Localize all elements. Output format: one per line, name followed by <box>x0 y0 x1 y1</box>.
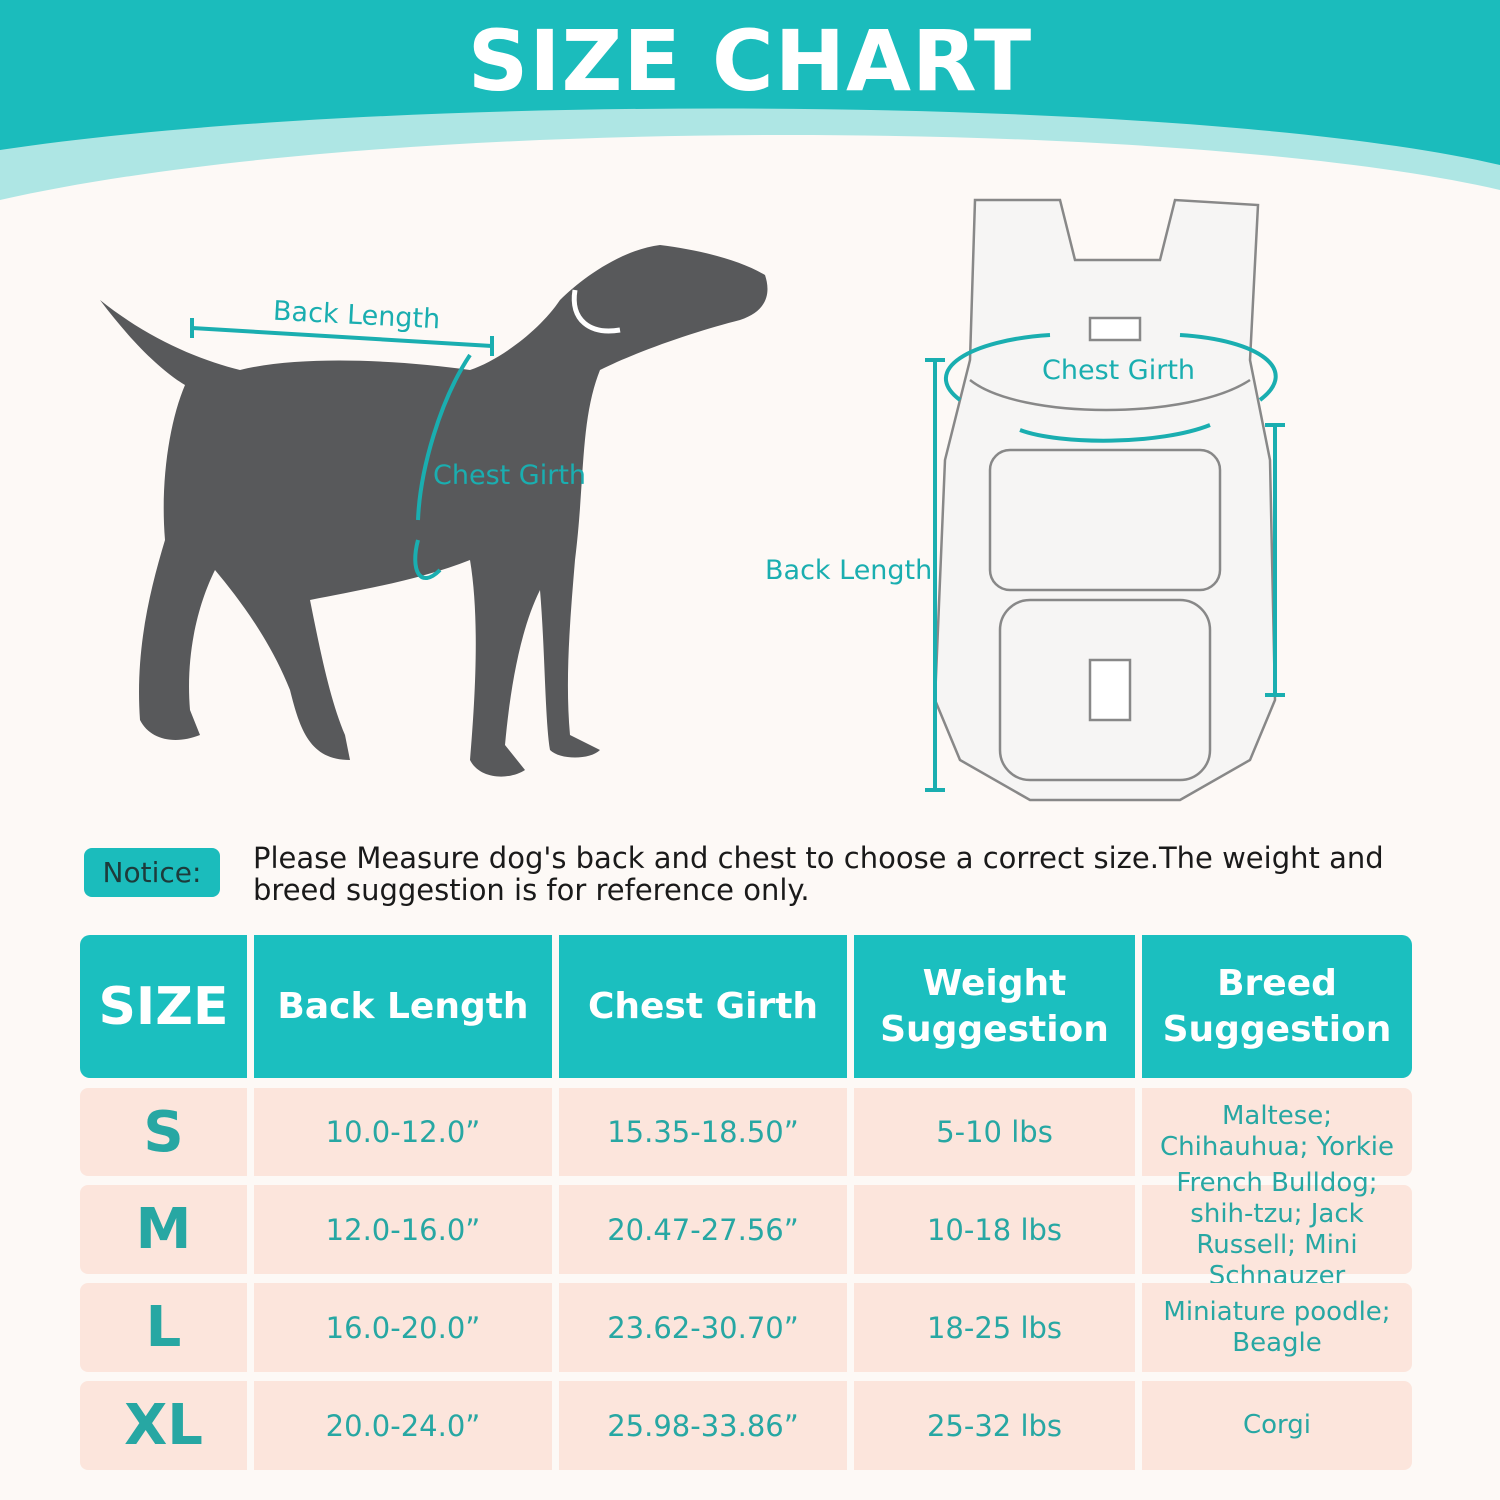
dog-measure-lines <box>190 318 494 580</box>
cell-breed: Maltese; Chihauhua; Yorkie <box>1142 1088 1412 1176</box>
header-back-length: Back Length <box>254 935 552 1078</box>
cell-breed: Corgi <box>1142 1381 1412 1470</box>
cell-back-length: 12.0-16.0” <box>254 1185 552 1274</box>
carrier-measure-lines <box>925 333 1285 792</box>
cell-weight: 25-32 lbs <box>854 1381 1135 1470</box>
carrier-chest-girth-label: Chest Girth <box>1042 355 1196 386</box>
notice-badge: Notice: <box>84 848 220 897</box>
cell-weight: 5-10 lbs <box>854 1088 1135 1176</box>
header-size: SIZE <box>80 935 247 1078</box>
cell-breed: French Bulldog; shih-tzu; Jack Russell; … <box>1142 1168 1412 1291</box>
page-title: SIZE CHART <box>467 12 1033 110</box>
cell-size: S <box>80 1088 247 1176</box>
cell-chest-girth: 23.62-30.70” <box>559 1283 847 1372</box>
dog-silhouette <box>100 245 768 777</box>
cell-back-length: 10.0-12.0” <box>254 1088 552 1176</box>
cell-back-length: 16.0-20.0” <box>254 1283 552 1372</box>
cell-chest-girth: 20.47-27.56” <box>559 1185 847 1274</box>
header-chest-girth: Chest Girth <box>559 935 847 1078</box>
dog-chest-girth-label: Chest Girth <box>433 460 587 491</box>
cell-size: L <box>80 1283 247 1372</box>
notice-text: Please Measure dog's back and chest to c… <box>253 841 1384 907</box>
cell-chest-girth: 25.98-33.86” <box>559 1381 847 1470</box>
carrier-back-length-label: Back Length <box>765 555 933 586</box>
illustration <box>100 198 1285 802</box>
header-banner <box>0 0 1500 200</box>
cell-size: XL <box>80 1381 247 1470</box>
cell-back-length: 20.0-24.0” <box>254 1381 552 1470</box>
header-breed: Breed Suggestion <box>1142 935 1412 1078</box>
cell-chest-girth: 15.35-18.50” <box>559 1088 847 1176</box>
header-weight: Weight Suggestion <box>854 935 1135 1078</box>
cell-weight: 18-25 lbs <box>854 1283 1135 1372</box>
cell-size: M <box>80 1185 247 1274</box>
carrier-drawing <box>933 198 1277 802</box>
cell-weight: 10-18 lbs <box>854 1185 1135 1274</box>
cell-breed: Miniature poodle; Beagle <box>1142 1283 1412 1372</box>
